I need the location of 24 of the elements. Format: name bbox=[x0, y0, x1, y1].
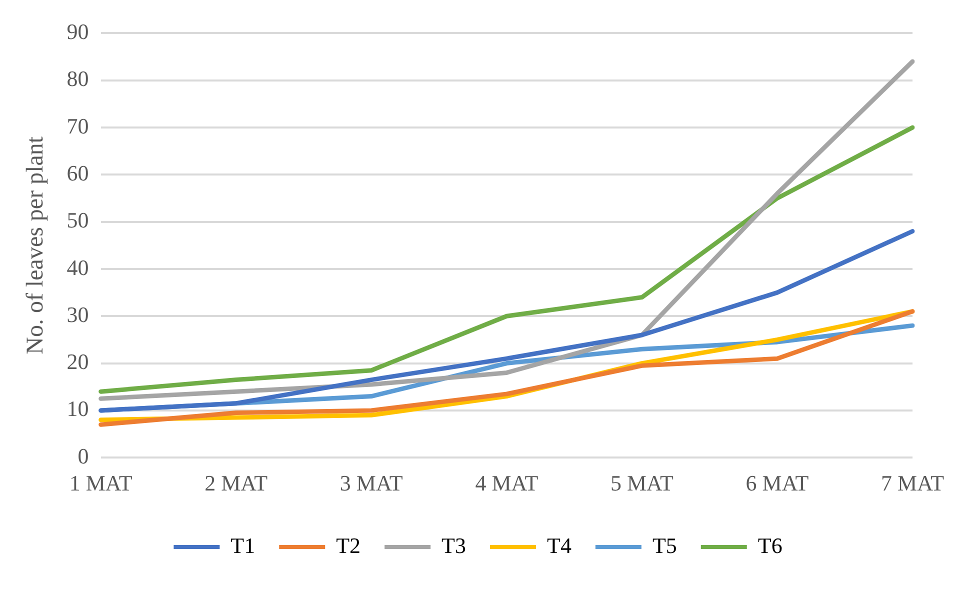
legend-label: T2 bbox=[336, 532, 361, 558]
x-tick-label: 1 MAT bbox=[69, 470, 133, 496]
x-tick-label: 7 MAT bbox=[881, 470, 945, 496]
y-tick-label: 20 bbox=[66, 349, 89, 374]
legend-label: T1 bbox=[230, 532, 256, 558]
y-tick-label: 70 bbox=[66, 113, 89, 138]
x-tick-label: 4 MAT bbox=[475, 470, 539, 496]
y-tick-label: 0 bbox=[78, 443, 89, 468]
y-tick-label: 50 bbox=[66, 208, 89, 233]
x-tick-label: 5 MAT bbox=[610, 470, 674, 496]
legend-label: T5 bbox=[652, 532, 677, 558]
x-tick-label: 2 MAT bbox=[204, 470, 268, 496]
x-tick-label: 6 MAT bbox=[746, 470, 810, 496]
y-tick-label: 40 bbox=[66, 254, 89, 280]
y-tick-label: 30 bbox=[66, 302, 89, 327]
legend-label: T4 bbox=[547, 532, 572, 558]
y-axis-title: No. of leaves per plant bbox=[22, 136, 49, 354]
legend-label: T3 bbox=[442, 532, 466, 558]
y-tick-label: 10 bbox=[66, 396, 89, 422]
x-tick-label: 3 MAT bbox=[340, 470, 404, 496]
y-tick-label: 80 bbox=[66, 66, 89, 92]
legend-label: T6 bbox=[758, 532, 782, 558]
y-tick-label: 60 bbox=[66, 160, 89, 186]
y-tick-label: 90 bbox=[66, 18, 89, 44]
